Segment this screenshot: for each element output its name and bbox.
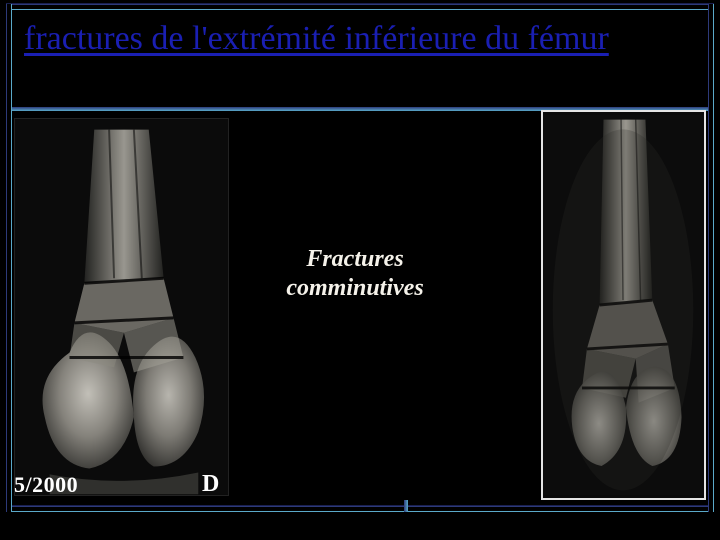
xray-left-svg <box>15 119 228 495</box>
meta-side-marker: D <box>202 471 219 498</box>
meta-date: 5/2000 <box>14 472 78 498</box>
caption-line-2: comminutives <box>286 275 423 301</box>
xray-right-svg <box>543 112 704 498</box>
border-right <box>708 4 714 512</box>
xray-image-left <box>14 118 229 496</box>
caption: Fractures comminutives <box>235 245 475 303</box>
border-top <box>6 4 714 10</box>
border-left <box>6 4 12 512</box>
footer-divider <box>404 500 408 512</box>
slide: fractures de l'extrémité inférieure du f… <box>0 0 720 540</box>
border-bottom <box>6 506 714 512</box>
xray-image-right <box>541 110 706 500</box>
caption-line-1: Fractures <box>306 246 403 272</box>
slide-title: fractures de l'extrémité inférieure du f… <box>24 18 696 61</box>
